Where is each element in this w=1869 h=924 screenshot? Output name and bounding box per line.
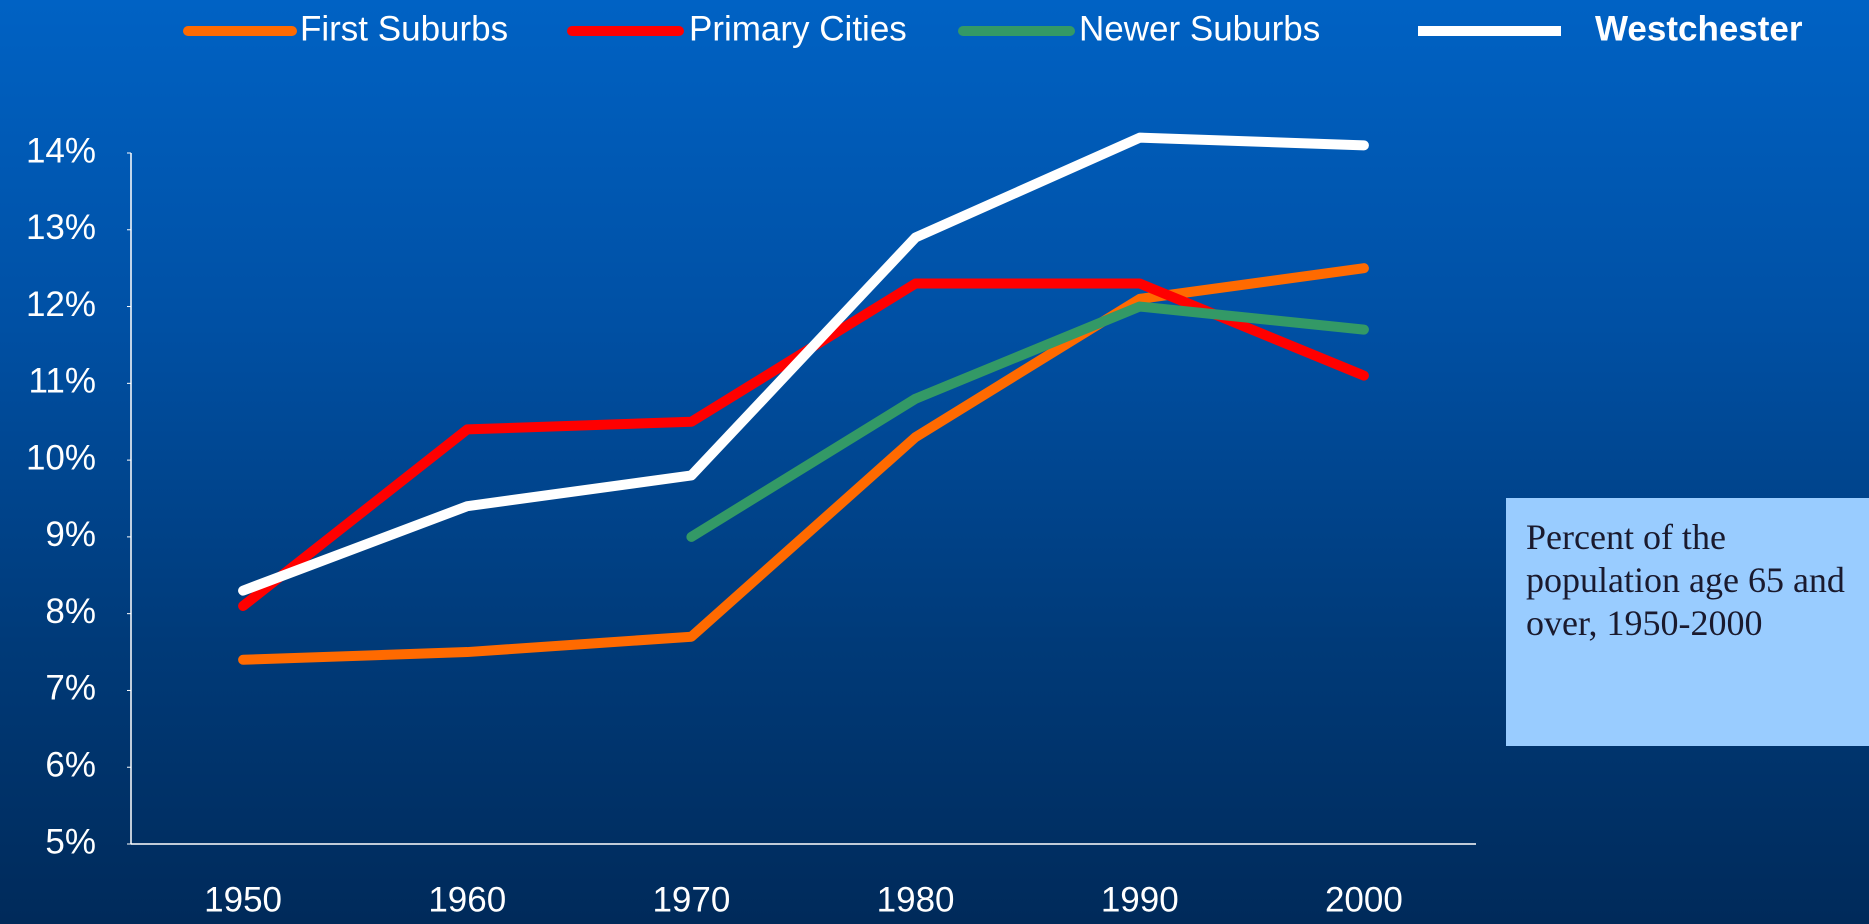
- y-tick-label: 9%: [45, 515, 96, 554]
- legend-label: Westchester: [1595, 9, 1803, 48]
- legend-label: First Suburbs: [300, 9, 508, 48]
- legend-label: Newer Suburbs: [1079, 9, 1320, 48]
- y-tick-label: 10%: [26, 438, 96, 477]
- series-line: [686, 301, 1369, 542]
- x-tick-label: 1960: [428, 880, 506, 919]
- x-tick-label: 1950: [204, 880, 282, 919]
- x-tick-label: 2000: [1325, 880, 1403, 919]
- series-line: [238, 278, 1369, 611]
- y-tick-label: 8%: [45, 592, 96, 631]
- y-tick-label: 13%: [26, 208, 96, 247]
- series-line: [238, 132, 1369, 596]
- y-tick-label: 11%: [29, 362, 96, 401]
- x-tick-label: 1990: [1101, 880, 1179, 919]
- legend-label: Primary Cities: [689, 9, 907, 48]
- y-tick-label: 7%: [45, 669, 96, 708]
- x-tick-label: 1980: [877, 880, 955, 919]
- x-tick-label: 1970: [652, 880, 730, 919]
- annotation: Percent of the population age 65 and ove…: [1506, 498, 1869, 746]
- y-tick-label: 12%: [26, 285, 96, 324]
- y-tick-label: 6%: [45, 745, 96, 784]
- y-tick-label: 14%: [26, 131, 96, 170]
- y-tick-label: 5%: [45, 822, 96, 861]
